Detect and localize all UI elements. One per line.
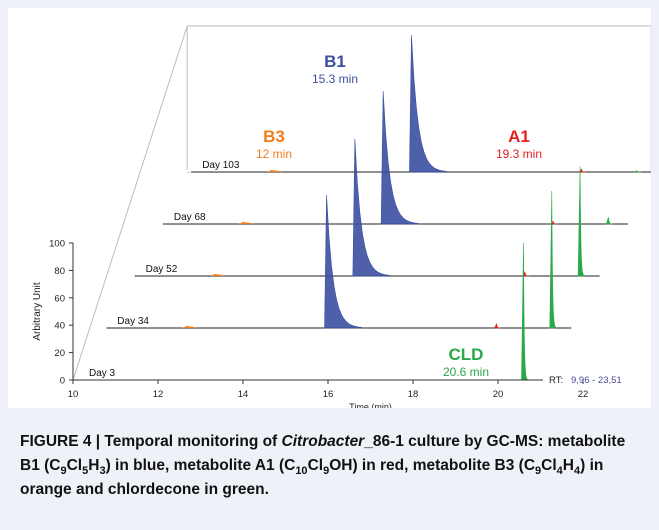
peak-b3	[267, 170, 282, 172]
caption-sub: 4	[573, 465, 581, 478]
rt-label: RT:	[549, 375, 563, 386]
peak-a1	[578, 168, 586, 173]
peak-b1	[409, 34, 447, 173]
caption-text: ) in blue, metabolite A1 (C	[105, 457, 296, 474]
caption-sub: 5	[82, 465, 89, 478]
traces-layer: Day 103 Day 68 Day 52 Day 34 Day 3	[73, 34, 651, 381]
compound-label-cld: CLD	[449, 345, 484, 364]
trace-day-label: Day 3	[89, 368, 116, 379]
caption-text: H	[88, 457, 100, 474]
chromatogram-chart: Day 103 Day 68 Day 52 Day 34 Day 3 0 20 40 60 80…	[8, 8, 651, 408]
peak-a1	[550, 220, 558, 225]
compound-rt-a1: 19.3 min	[496, 147, 542, 161]
x-tick-label: 16	[323, 389, 334, 400]
x-tick-label: 20	[493, 389, 504, 400]
peak-cld	[521, 242, 528, 381]
x-tick-label: 22	[578, 389, 589, 400]
peak-b3	[238, 222, 253, 224]
x-axis-label: Time (min)	[349, 402, 392, 408]
trace-plane	[73, 378, 538, 380]
peak-cld	[605, 217, 613, 225]
peak-b3	[182, 326, 197, 328]
peak-a1	[494, 322, 501, 329]
frame-back-right	[187, 25, 651, 172]
peak-cld	[633, 170, 641, 173]
caption-sub: 4	[556, 465, 563, 478]
x-tick-label: 14	[238, 389, 249, 400]
y-tick-label: 0	[60, 376, 65, 387]
frame-edge	[72, 25, 188, 381]
x-tick-label: 12	[153, 389, 164, 400]
caption-text: Cl	[66, 457, 83, 474]
compound-rt-cld: 20.6 min	[443, 365, 489, 379]
trace-day-label: Day 103	[202, 160, 240, 171]
caption-organism: Citrobacter	[281, 433, 365, 450]
compound-label-b3: B3	[263, 127, 285, 146]
y-axis-label: Arbitrary Unit	[32, 282, 43, 341]
caption-sub: 9	[60, 465, 67, 478]
caption-sub: 9	[535, 465, 542, 478]
caption-sub: 10	[295, 465, 308, 478]
trace-day-label: Day 68	[174, 212, 206, 223]
peak-cld	[577, 166, 585, 277]
caption-sub: 9	[323, 465, 330, 478]
y-tick-label: 40	[54, 321, 65, 332]
caption-sub: 3	[99, 465, 106, 478]
peak-b1	[352, 138, 391, 277]
peak-b1	[324, 195, 362, 329]
caption-prefix: FIGURE 4 | Temporal monitoring of	[20, 433, 282, 450]
trace-day-label: Day 34	[117, 316, 149, 327]
compound-label-b1: B1	[324, 52, 346, 71]
caption-strain: _86-1 culture by GC-MS: metabolite B1 (C	[20, 433, 626, 474]
x-tick-label: 10	[68, 389, 79, 400]
caption-text: ) in orange and chlordecone in green.	[20, 457, 604, 498]
peak-b3	[210, 274, 225, 276]
frame-back-left	[186, 26, 627, 173]
axes-layer: 0 20 40 60 80 100 10 12 14 16 18 20 22 Time (min) Arbi…	[32, 239, 622, 409]
y-tick-label: 20	[54, 348, 65, 359]
caption-text: H	[562, 457, 574, 474]
compound-label-a1: A1	[508, 127, 530, 146]
x-tick-label: 18	[408, 389, 419, 400]
peak-a1	[522, 270, 530, 277]
caption-text: Cl	[307, 457, 324, 474]
y-tick-label: 60	[54, 293, 65, 304]
caption-text: Cl	[541, 457, 557, 474]
peak-cld	[549, 190, 557, 329]
figure-caption: FIGURE 4 | Temporal monitoring of Citrob…	[20, 430, 645, 502]
y-tick-label: 100	[49, 239, 65, 250]
rt-range: 9,96 - 23,51	[571, 375, 622, 386]
compound-rt-b3: 12 min	[256, 147, 292, 161]
y-tick-label: 80	[54, 266, 65, 277]
peak-b1	[380, 91, 419, 225]
caption-text: OH) in red, metabolite B3 (C	[329, 457, 536, 474]
trace-day-label: Day 52	[146, 264, 178, 275]
compound-rt-b1: 15.3 min	[312, 72, 358, 86]
